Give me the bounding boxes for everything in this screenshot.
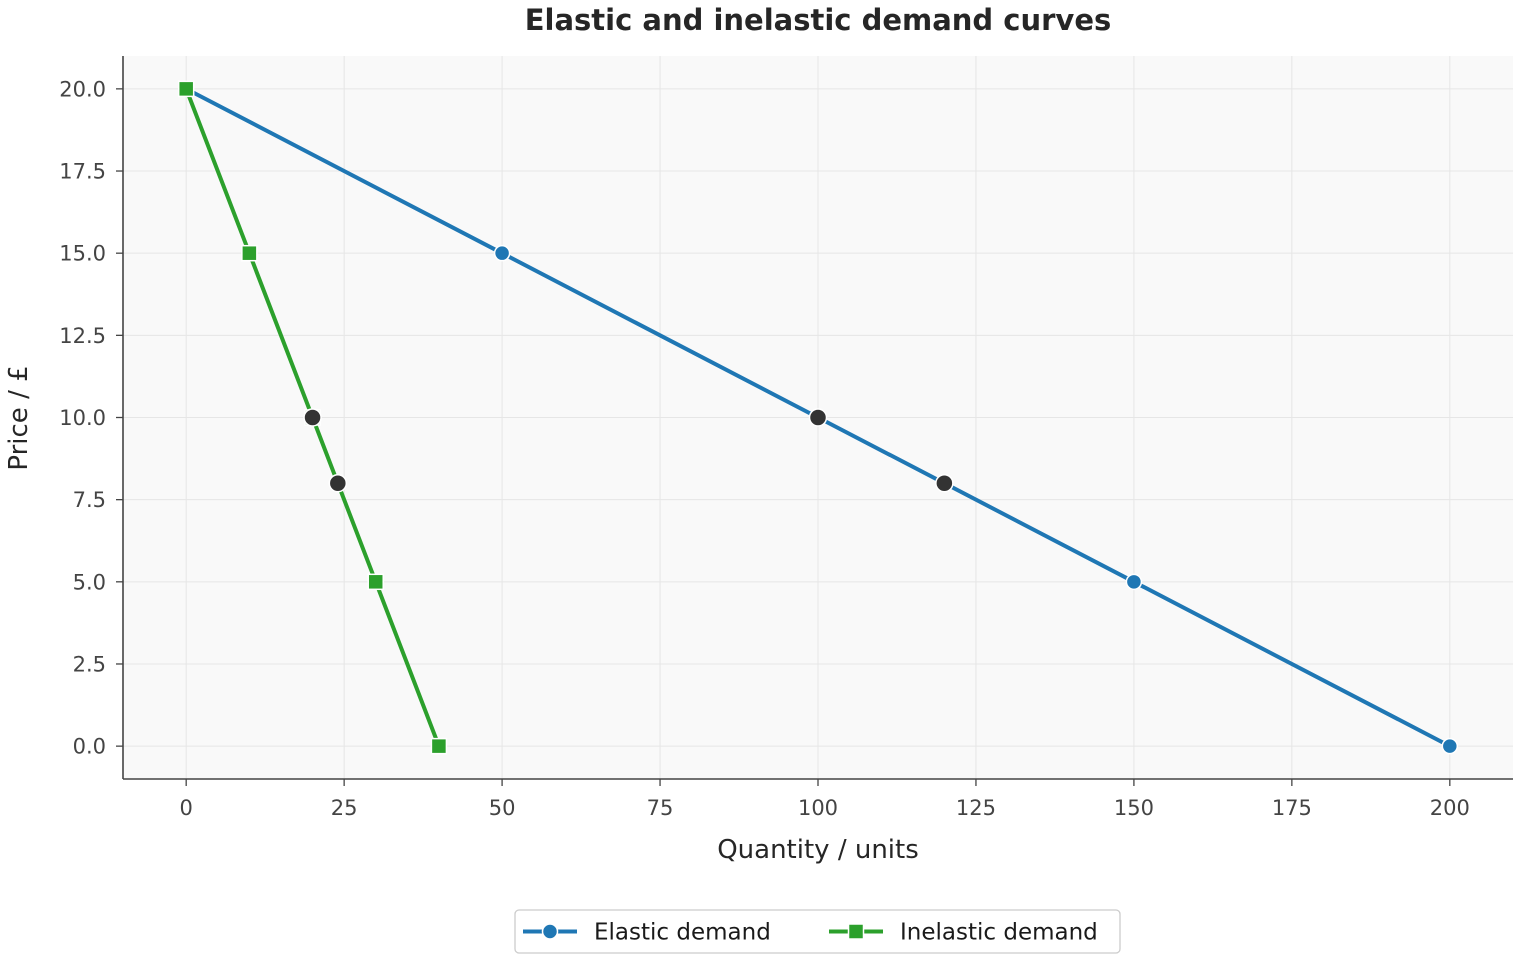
highlight-point-2 [808, 408, 828, 427]
x-tick-label-1: 25 [331, 796, 358, 820]
legend-label-1: Inelastic demand [900, 920, 1098, 946]
series-1-point-3 [367, 573, 384, 591]
chart-title: Elastic and inelastic demand curves [525, 3, 1112, 37]
y-tick-label-2: 5.0 [73, 570, 106, 594]
x-tick-label-7: 175 [1272, 796, 1312, 820]
x-tick-label-3: 75 [647, 796, 674, 820]
legend-marker-1 [847, 923, 865, 940]
series-1-point-0 [177, 80, 195, 98]
highlight-point-1 [328, 473, 348, 493]
y-tick-label-6: 15.0 [59, 242, 106, 266]
y-tick-label-3: 7.5 [73, 488, 106, 512]
x-axis-label: Quantity / units [717, 835, 919, 865]
series-0-point-1 [493, 244, 511, 262]
y-tick-label-8: 20.0 [59, 77, 106, 101]
legend-marker-0 [541, 923, 559, 940]
highlight-point-3 [935, 473, 954, 493]
series-0-point-3 [1125, 573, 1143, 591]
y-tick-label-1: 2.5 [73, 652, 106, 676]
series-0-point-4 [1441, 737, 1459, 755]
y-tick-label-5: 12.5 [59, 324, 106, 348]
y-tick-label-4: 10.0 [59, 406, 106, 430]
y-tick-label-0: 0.0 [73, 735, 106, 759]
axes: 0 25 50 75 100 125 150 175 200 0.0 2.5 5.0 7.5 10.0 12… [59, 56, 1513, 820]
y-axis-label: Price / £ [4, 365, 34, 470]
series-1-point-4 [430, 737, 448, 755]
legend-frame [514, 909, 1121, 954]
x-tick-label-2: 50 [489, 796, 516, 820]
highlight-layer [303, 408, 954, 493]
highlight-point-0 [303, 408, 322, 427]
x-tick-label-4: 100 [798, 796, 838, 820]
legend-entry-1: Inelastic demand [829, 920, 1098, 946]
legend-entry-0: Elastic demand [523, 920, 771, 946]
x-tick-label-5: 125 [956, 796, 996, 820]
x-tick-label-6: 150 [1114, 796, 1154, 820]
legend-label-0: Elastic demand [594, 920, 771, 946]
y-tick-label-7: 17.5 [59, 160, 106, 184]
x-tick-label-0: 0 [179, 796, 192, 820]
legend: Elastic demand Inelastic demand [514, 909, 1121, 954]
series-1-point-1 [241, 244, 258, 262]
x-tick-label-8: 200 [1430, 796, 1470, 820]
